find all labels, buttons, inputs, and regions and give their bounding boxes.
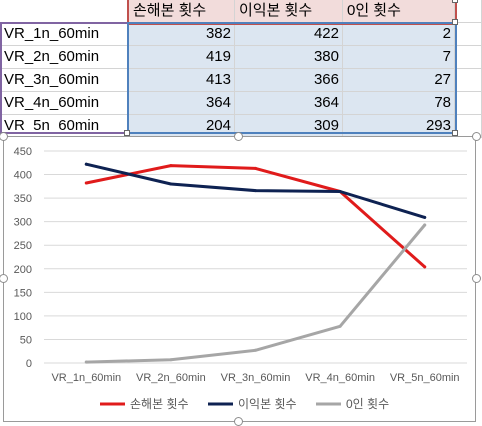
data-point — [169, 182, 173, 186]
y-tick-label: 50 — [20, 334, 32, 346]
value-cell[interactable]: 204 — [129, 115, 235, 138]
data-point — [338, 324, 342, 328]
value-cell[interactable]: 78 — [343, 92, 455, 115]
legend-label: 이익본 횟수 — [238, 397, 297, 411]
empty-cell[interactable] — [455, 0, 482, 23]
chart-resize-handle[interactable] — [0, 132, 8, 141]
value-cell[interactable]: 413 — [129, 69, 235, 92]
corner-cell[interactable] — [0, 0, 129, 23]
data-point — [338, 190, 342, 194]
row-label-cell[interactable]: VR_4n_60min — [0, 92, 129, 115]
header-cell-profit[interactable]: 이익본 횟수 — [235, 0, 343, 23]
y-tick-label: 350 — [14, 193, 32, 205]
chart-resize-handle[interactable] — [0, 274, 8, 283]
row-label-cell[interactable]: VR_5n_60min — [0, 115, 129, 138]
chart-canvas: 0 50 100 150 200 250 300 350 400 450 VR_1n_60min VR… — [14, 146, 467, 411]
range-resize-handle[interactable] — [124, 130, 130, 136]
x-tick-label: VR_4n_60min — [305, 372, 375, 384]
y-tick-label: 150 — [14, 287, 32, 299]
data-point — [169, 358, 173, 362]
empty-cell[interactable] — [455, 92, 482, 115]
empty-cell[interactable] — [455, 69, 482, 92]
empty-cell[interactable] — [455, 46, 482, 69]
value-cell[interactable]: 364 — [129, 92, 235, 115]
data-point — [254, 348, 257, 352]
legend-label: 0인 횟수 — [346, 397, 389, 411]
line-chart[interactable]: 0 50 100 150 200 250 300 350 400 450 VR_1n_60min VR… — [3, 136, 476, 422]
legend-label: 손해본 횟수 — [130, 397, 189, 411]
data-point — [84, 162, 88, 166]
y-tick-label: 400 — [14, 170, 32, 182]
series-line-1 — [84, 164, 427, 269]
y-tick-label: 200 — [14, 264, 32, 276]
row-label-cell[interactable]: VR_1n_60min — [0, 23, 129, 46]
data-point — [423, 223, 427, 227]
value-cell[interactable]: 2 — [343, 23, 455, 46]
data-point — [84, 360, 88, 364]
value-cell[interactable]: 27 — [343, 69, 455, 92]
x-tick-label: VR_3n_60min — [221, 372, 291, 384]
value-cell[interactable]: 366 — [235, 69, 343, 92]
chart-resize-handle[interactable] — [472, 132, 481, 141]
header-cell-loss[interactable]: 손해본 횟수 — [129, 0, 235, 23]
y-tick-label: 250 — [14, 240, 32, 252]
value-cell[interactable]: 419 — [129, 46, 235, 69]
value-cell[interactable]: 309 — [235, 115, 343, 138]
x-tick-label: VR_1n_60min — [51, 372, 121, 384]
x-tick-label: VR_5n_60min — [390, 372, 460, 384]
value-cell[interactable]: 7 — [343, 46, 455, 69]
empty-cell[interactable] — [455, 23, 482, 46]
chart-resize-handle[interactable] — [472, 274, 481, 283]
range-resize-handle[interactable] — [452, 0, 458, 3]
data-point — [84, 181, 88, 185]
data-point — [254, 166, 257, 170]
y-tick-label: 0 — [26, 358, 32, 370]
x-tick-label: VR_2n_60min — [136, 372, 206, 384]
value-cell[interactable]: 293 — [343, 115, 455, 138]
y-tick-label: 450 — [14, 146, 32, 158]
value-cell[interactable]: 422 — [235, 23, 343, 46]
header-cell-zero[interactable]: 0인 횟수 — [343, 0, 455, 23]
range-resize-handle[interactable] — [452, 130, 458, 136]
data-point — [169, 164, 173, 168]
data-point — [423, 215, 427, 219]
value-cell[interactable]: 380 — [235, 46, 343, 69]
data-point — [254, 189, 257, 193]
y-tick-label: 100 — [14, 311, 32, 323]
range-resize-handle[interactable] — [452, 19, 458, 25]
data-point — [423, 265, 427, 269]
value-cell[interactable]: 382 — [129, 23, 235, 46]
row-label-cell[interactable]: VR_2n_60min — [0, 46, 129, 69]
spreadsheet: 손해본 횟수 이익본 횟수 0인 횟수 VR_1n_60min 382 422 … — [0, 0, 482, 140]
y-tick-label: 300 — [14, 217, 32, 229]
value-cell[interactable]: 364 — [235, 92, 343, 115]
row-label-cell[interactable]: VR_3n_60min — [0, 69, 129, 92]
chart-resize-handle[interactable] — [234, 132, 243, 141]
